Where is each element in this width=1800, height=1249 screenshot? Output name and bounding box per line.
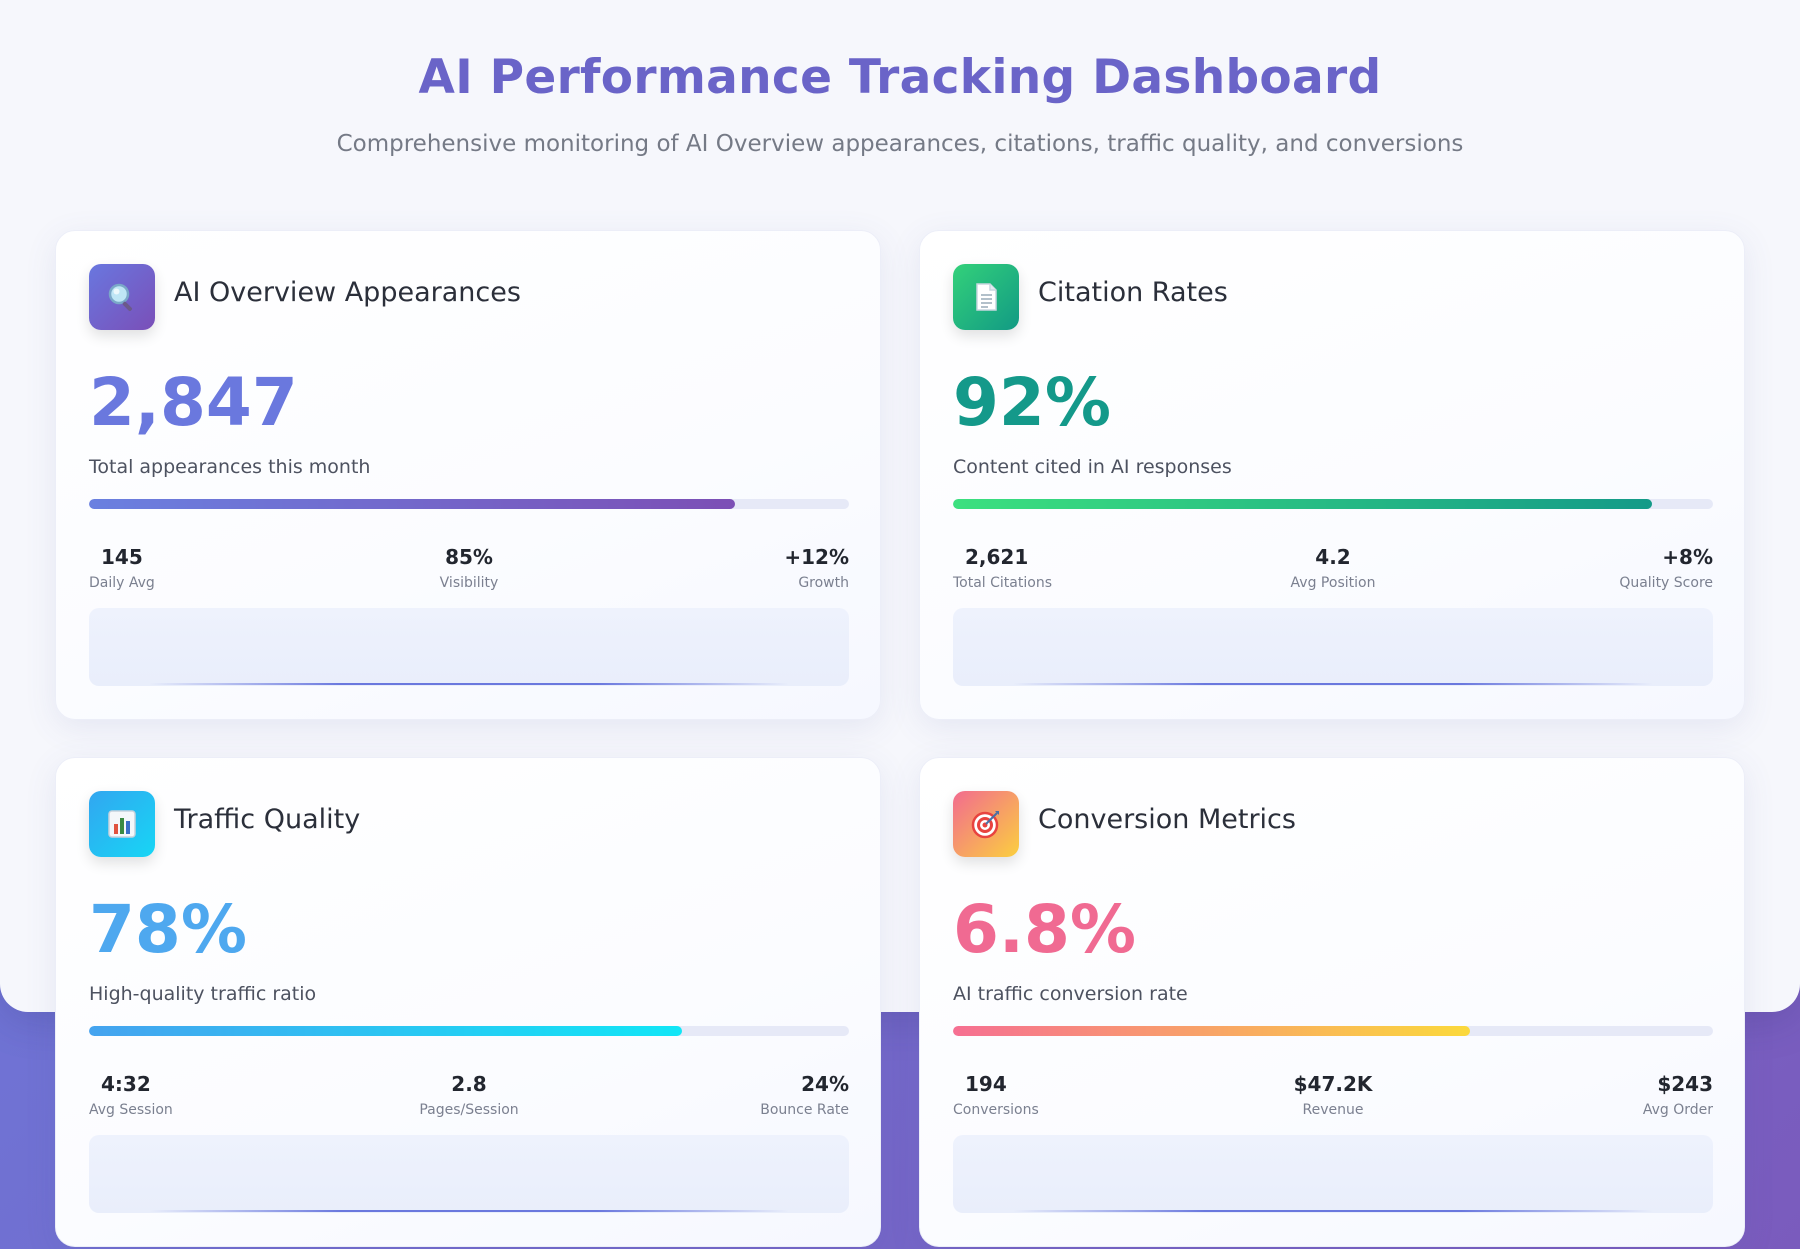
stat-value: 24%: [801, 1072, 849, 1096]
stat-quality-score: +8% Quality Score: [1619, 545, 1713, 591]
card-metric-value: 92%: [953, 364, 1111, 441]
magnifying-glass-icon: [89, 264, 155, 330]
stat-daily-avg: 145 Daily Avg: [89, 545, 155, 591]
stats-row: 4:32 Avg Session 2.8 Pages/Session 24% B…: [89, 1072, 849, 1124]
page-title: AI Performance Tracking Dashboard: [418, 50, 1382, 105]
card-description: Content cited in AI responses: [953, 456, 1232, 478]
progress-bar: [89, 1026, 849, 1036]
document-icon: [953, 264, 1019, 330]
stat-value: 145: [101, 545, 143, 569]
stat-label: Conversions: [953, 1102, 1039, 1118]
card-ai-overview-appearances: AI Overview Appearances 2,847 Total appe…: [55, 230, 881, 720]
stat-label: Pages/Session: [419, 1102, 519, 1118]
stats-row: 2,621 Total Citations 4.2 Avg Position +…: [953, 545, 1713, 597]
card-description: AI traffic conversion rate: [953, 983, 1188, 1005]
mini-chart-area: [89, 608, 849, 686]
stat-label: Avg Position: [1290, 575, 1376, 591]
stat-value: 194: [965, 1072, 1007, 1096]
stat-value: 2,621: [965, 545, 1029, 569]
card-metric-value: 78%: [89, 891, 247, 968]
stat-avg-session: 4:32 Avg Session: [89, 1072, 173, 1118]
card-title: AI Overview Appearances: [174, 277, 521, 308]
page-subtitle: Comprehensive monitoring of AI Overview …: [336, 131, 1464, 157]
stats-row: 194 Conversions $47.2K Revenue $243 Avg …: [953, 1072, 1713, 1124]
stat-total-citations: 2,621 Total Citations: [953, 545, 1052, 591]
stat-value: 85%: [445, 545, 493, 569]
stat-label: Total Citations: [953, 575, 1052, 591]
stat-value: 2.8: [451, 1072, 487, 1096]
stat-label: Visibility: [439, 575, 499, 591]
stat-visibility: 85% Visibility: [431, 545, 507, 591]
stat-avg-position: 4.2 Avg Position: [1291, 545, 1376, 591]
mini-chart-area: [953, 608, 1713, 686]
progress-bar: [89, 499, 849, 509]
card-description: High-quality traffic ratio: [89, 983, 317, 1005]
progress-bar-fill: [953, 1026, 1470, 1036]
progress-bar-fill: [953, 499, 1653, 509]
card-title: Citation Rates: [1038, 277, 1228, 308]
stat-label: Daily Avg: [89, 575, 155, 591]
stat-label: Avg Session: [89, 1102, 173, 1118]
bar-chart-icon: [89, 791, 155, 857]
stat-value: +12%: [784, 545, 849, 569]
stat-label: Bounce Rate: [760, 1102, 849, 1118]
stat-avg-order: $243 Avg Order: [1643, 1072, 1713, 1118]
card-description: Total appearances this month: [89, 456, 371, 478]
stat-label: Avg Order: [1642, 1102, 1713, 1118]
stat-value: $243: [1657, 1072, 1713, 1096]
mini-chart-area: [89, 1135, 849, 1213]
stat-label: Quality Score: [1619, 575, 1713, 591]
mini-chart-area: [953, 1135, 1713, 1213]
progress-bar: [953, 499, 1713, 509]
card-metric-value: 6.8%: [953, 891, 1137, 968]
stats-row: 145 Daily Avg 85% Visibility +12% Growth: [89, 545, 849, 597]
stat-revenue: $47.2K Revenue: [1280, 1072, 1387, 1118]
progress-bar-fill: [89, 499, 735, 509]
stat-value: $47.2K: [1293, 1072, 1373, 1096]
card-traffic-quality: Traffic Quality 78% High-quality traffic…: [55, 757, 881, 1247]
card-conversion-metrics: Conversion Metrics 6.8% AI traffic conve…: [919, 757, 1745, 1247]
card-metric-value: 2,847: [89, 364, 298, 441]
stat-bounce-rate: 24% Bounce Rate: [760, 1072, 849, 1118]
stat-label: Growth: [798, 575, 849, 591]
progress-bar-fill: [89, 1026, 682, 1036]
card-citation-rates: Citation Rates 92% Content cited in AI r…: [919, 230, 1745, 720]
progress-bar: [953, 1026, 1713, 1036]
stat-label: Revenue: [1302, 1102, 1364, 1118]
stat-value: 4:32: [101, 1072, 151, 1096]
stat-pages-per-session: 2.8 Pages/Session: [419, 1072, 518, 1118]
target-icon: [953, 791, 1019, 857]
card-title: Conversion Metrics: [1038, 804, 1296, 835]
stat-value: 4.2: [1315, 545, 1351, 569]
card-title: Traffic Quality: [174, 804, 361, 835]
stat-growth: +12% Growth: [784, 545, 849, 591]
stat-conversions: 194 Conversions: [953, 1072, 1039, 1118]
stat-value: +8%: [1662, 545, 1713, 569]
